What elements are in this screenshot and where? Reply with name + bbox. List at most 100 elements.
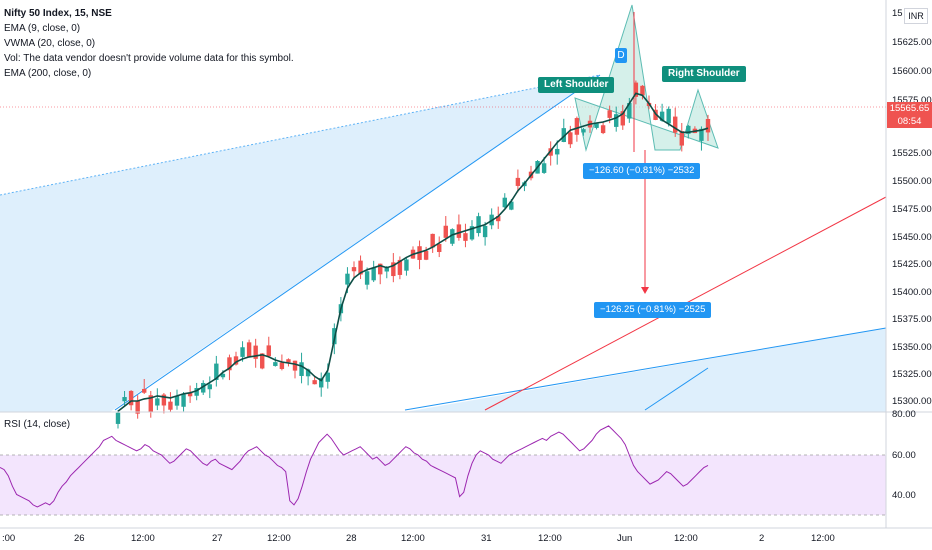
candle-body[interactable] xyxy=(515,177,521,186)
candle-body[interactable] xyxy=(207,384,212,390)
candle-body[interactable] xyxy=(358,260,363,275)
candle-body[interactable] xyxy=(574,118,580,135)
candle-body[interactable] xyxy=(600,125,606,134)
candle-body[interactable] xyxy=(705,118,711,133)
candle-body[interactable] xyxy=(174,395,180,406)
ema-line[interactable] xyxy=(117,92,709,412)
legend-ema9[interactable]: EMA (9, close, 0) xyxy=(4,23,81,34)
candle-body[interactable] xyxy=(673,116,678,133)
candle-body[interactable] xyxy=(378,263,383,275)
candle-body[interactable] xyxy=(633,82,639,97)
candle-body[interactable] xyxy=(384,267,389,272)
candle-body[interactable] xyxy=(194,388,199,396)
candle-body[interactable] xyxy=(437,243,442,253)
candle-body[interactable] xyxy=(142,388,147,393)
head-marker-badge[interactable]: D xyxy=(615,48,627,63)
candle-body[interactable] xyxy=(115,412,121,424)
candle-body[interactable] xyxy=(456,224,462,238)
candle-body[interactable] xyxy=(659,111,665,121)
candle-body[interactable] xyxy=(469,226,475,240)
lower-channel-short-line[interactable] xyxy=(644,367,709,411)
candle-body[interactable] xyxy=(319,378,324,388)
candle-body[interactable] xyxy=(541,163,547,173)
candle-body[interactable] xyxy=(240,347,245,357)
candle-body[interactable] xyxy=(502,197,507,208)
candle-body[interactable] xyxy=(627,103,632,119)
candle-body[interactable] xyxy=(699,128,704,141)
candle-body[interactable] xyxy=(594,123,599,128)
candle-body[interactable] xyxy=(299,362,304,376)
candle-body[interactable] xyxy=(476,216,481,234)
candle-body[interactable] xyxy=(128,390,134,406)
candle-body[interactable] xyxy=(187,392,193,397)
candle-body[interactable] xyxy=(430,233,435,248)
candle-body[interactable] xyxy=(423,250,429,260)
candle-body[interactable] xyxy=(273,362,278,366)
candle-body[interactable] xyxy=(607,110,612,118)
candle-body[interactable] xyxy=(305,369,311,377)
candle-body[interactable] xyxy=(620,111,625,126)
candle-body[interactable] xyxy=(312,380,317,385)
candle-body[interactable] xyxy=(555,148,560,155)
candle-body[interactable] xyxy=(614,114,619,127)
candle-body[interactable] xyxy=(397,259,403,275)
legend-vol[interactable]: Vol: The data vendor doesn't provide vol… xyxy=(4,53,294,64)
candle-body[interactable] xyxy=(161,394,167,406)
left-shoulder-label[interactable]: Left Shoulder xyxy=(538,77,615,93)
candle-body[interactable] xyxy=(679,131,684,146)
head-shoulders-pattern[interactable] xyxy=(574,4,719,152)
candle-body[interactable] xyxy=(561,128,566,143)
candle-body[interactable] xyxy=(214,363,219,380)
currency-button[interactable]: INR xyxy=(904,8,928,24)
legend-ema200[interactable]: EMA (200, close, 0) xyxy=(4,68,92,79)
candle-body[interactable] xyxy=(404,259,409,271)
candle-body[interactable] xyxy=(443,225,448,238)
legend-vwma[interactable]: VWMA (20, close, 0) xyxy=(4,38,96,49)
candle-body[interactable] xyxy=(640,85,645,96)
candle-body[interactable] xyxy=(292,360,298,371)
candle-body[interactable] xyxy=(266,345,271,357)
candle-body[interactable] xyxy=(666,108,671,124)
candle-body[interactable] xyxy=(496,216,501,222)
candle-body[interactable] xyxy=(148,395,153,413)
rising-channel-line-upper[interactable] xyxy=(0,74,601,196)
candle-body[interactable] xyxy=(509,201,514,210)
candle-body[interactable] xyxy=(371,267,376,281)
candle-body[interactable] xyxy=(220,373,226,378)
candle-body[interactable] xyxy=(135,400,140,414)
candle-body[interactable] xyxy=(568,132,573,145)
candle-body[interactable] xyxy=(686,125,691,134)
candle-body[interactable] xyxy=(581,129,586,133)
candle-body[interactable] xyxy=(463,233,468,241)
candle-body[interactable] xyxy=(325,372,330,382)
candle-body[interactable] xyxy=(181,394,186,407)
measure-label-lower[interactable]: −126.25 (−0.81%) −2525 xyxy=(594,302,712,318)
symbol-title[interactable]: Nifty 50 Index, 15, NSE xyxy=(4,8,112,19)
candle-body[interactable] xyxy=(246,342,252,357)
candle-body[interactable] xyxy=(391,262,396,277)
lower-channel-line[interactable] xyxy=(404,327,887,411)
candle-body[interactable] xyxy=(482,225,488,238)
measure-label-upper[interactable]: −126.60 (−0.81%) −2532 xyxy=(583,163,701,179)
candle-body[interactable] xyxy=(279,362,285,369)
candle-body[interactable] xyxy=(364,271,370,285)
rising-channel-line-lower[interactable] xyxy=(114,74,601,411)
candle-body[interactable] xyxy=(450,229,455,244)
candle-body[interactable] xyxy=(260,353,265,369)
candle-body[interactable] xyxy=(233,356,239,365)
last-price-badge[interactable]: 15565.65 08:54 xyxy=(887,102,932,128)
candle-body[interactable] xyxy=(227,357,232,371)
candle-body[interactable] xyxy=(122,397,127,402)
candle-body[interactable] xyxy=(201,382,206,393)
candle-body[interactable] xyxy=(168,401,173,410)
candle-body[interactable] xyxy=(345,273,350,285)
right-shoulder-label[interactable]: Right Shoulder xyxy=(662,66,746,82)
candle-body[interactable] xyxy=(286,359,291,363)
rsi-legend[interactable]: RSI (14, close) xyxy=(4,419,71,430)
rsi-line[interactable] xyxy=(0,425,709,508)
candle-body[interactable] xyxy=(351,267,357,272)
candle-body[interactable] xyxy=(253,345,258,359)
candle-body[interactable] xyxy=(155,398,160,406)
